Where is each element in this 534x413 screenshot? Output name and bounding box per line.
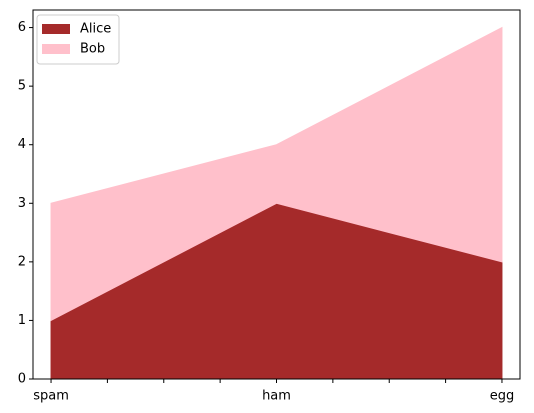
y-tick-label: 5 — [18, 79, 26, 94]
x-tick-label: spam — [33, 389, 69, 404]
y-tick-label: 6 — [18, 20, 26, 35]
area — [50, 26, 503, 322]
y-tick-label: 1 — [18, 313, 26, 328]
y-tick-label: 0 — [18, 372, 26, 387]
y-tick-label: 3 — [18, 196, 26, 211]
legend-label: Alice — [80, 22, 111, 37]
y-tick-label: 2 — [18, 254, 26, 269]
legend-swatch — [42, 44, 70, 54]
legend-label: Bob — [80, 42, 105, 57]
x-tick-label: ham — [262, 389, 291, 404]
legend: Alice Bob — [36, 14, 120, 65]
y-tick-label: 4 — [18, 137, 26, 152]
x-tick-label: egg — [490, 389, 515, 404]
legend-swatch — [42, 24, 70, 34]
